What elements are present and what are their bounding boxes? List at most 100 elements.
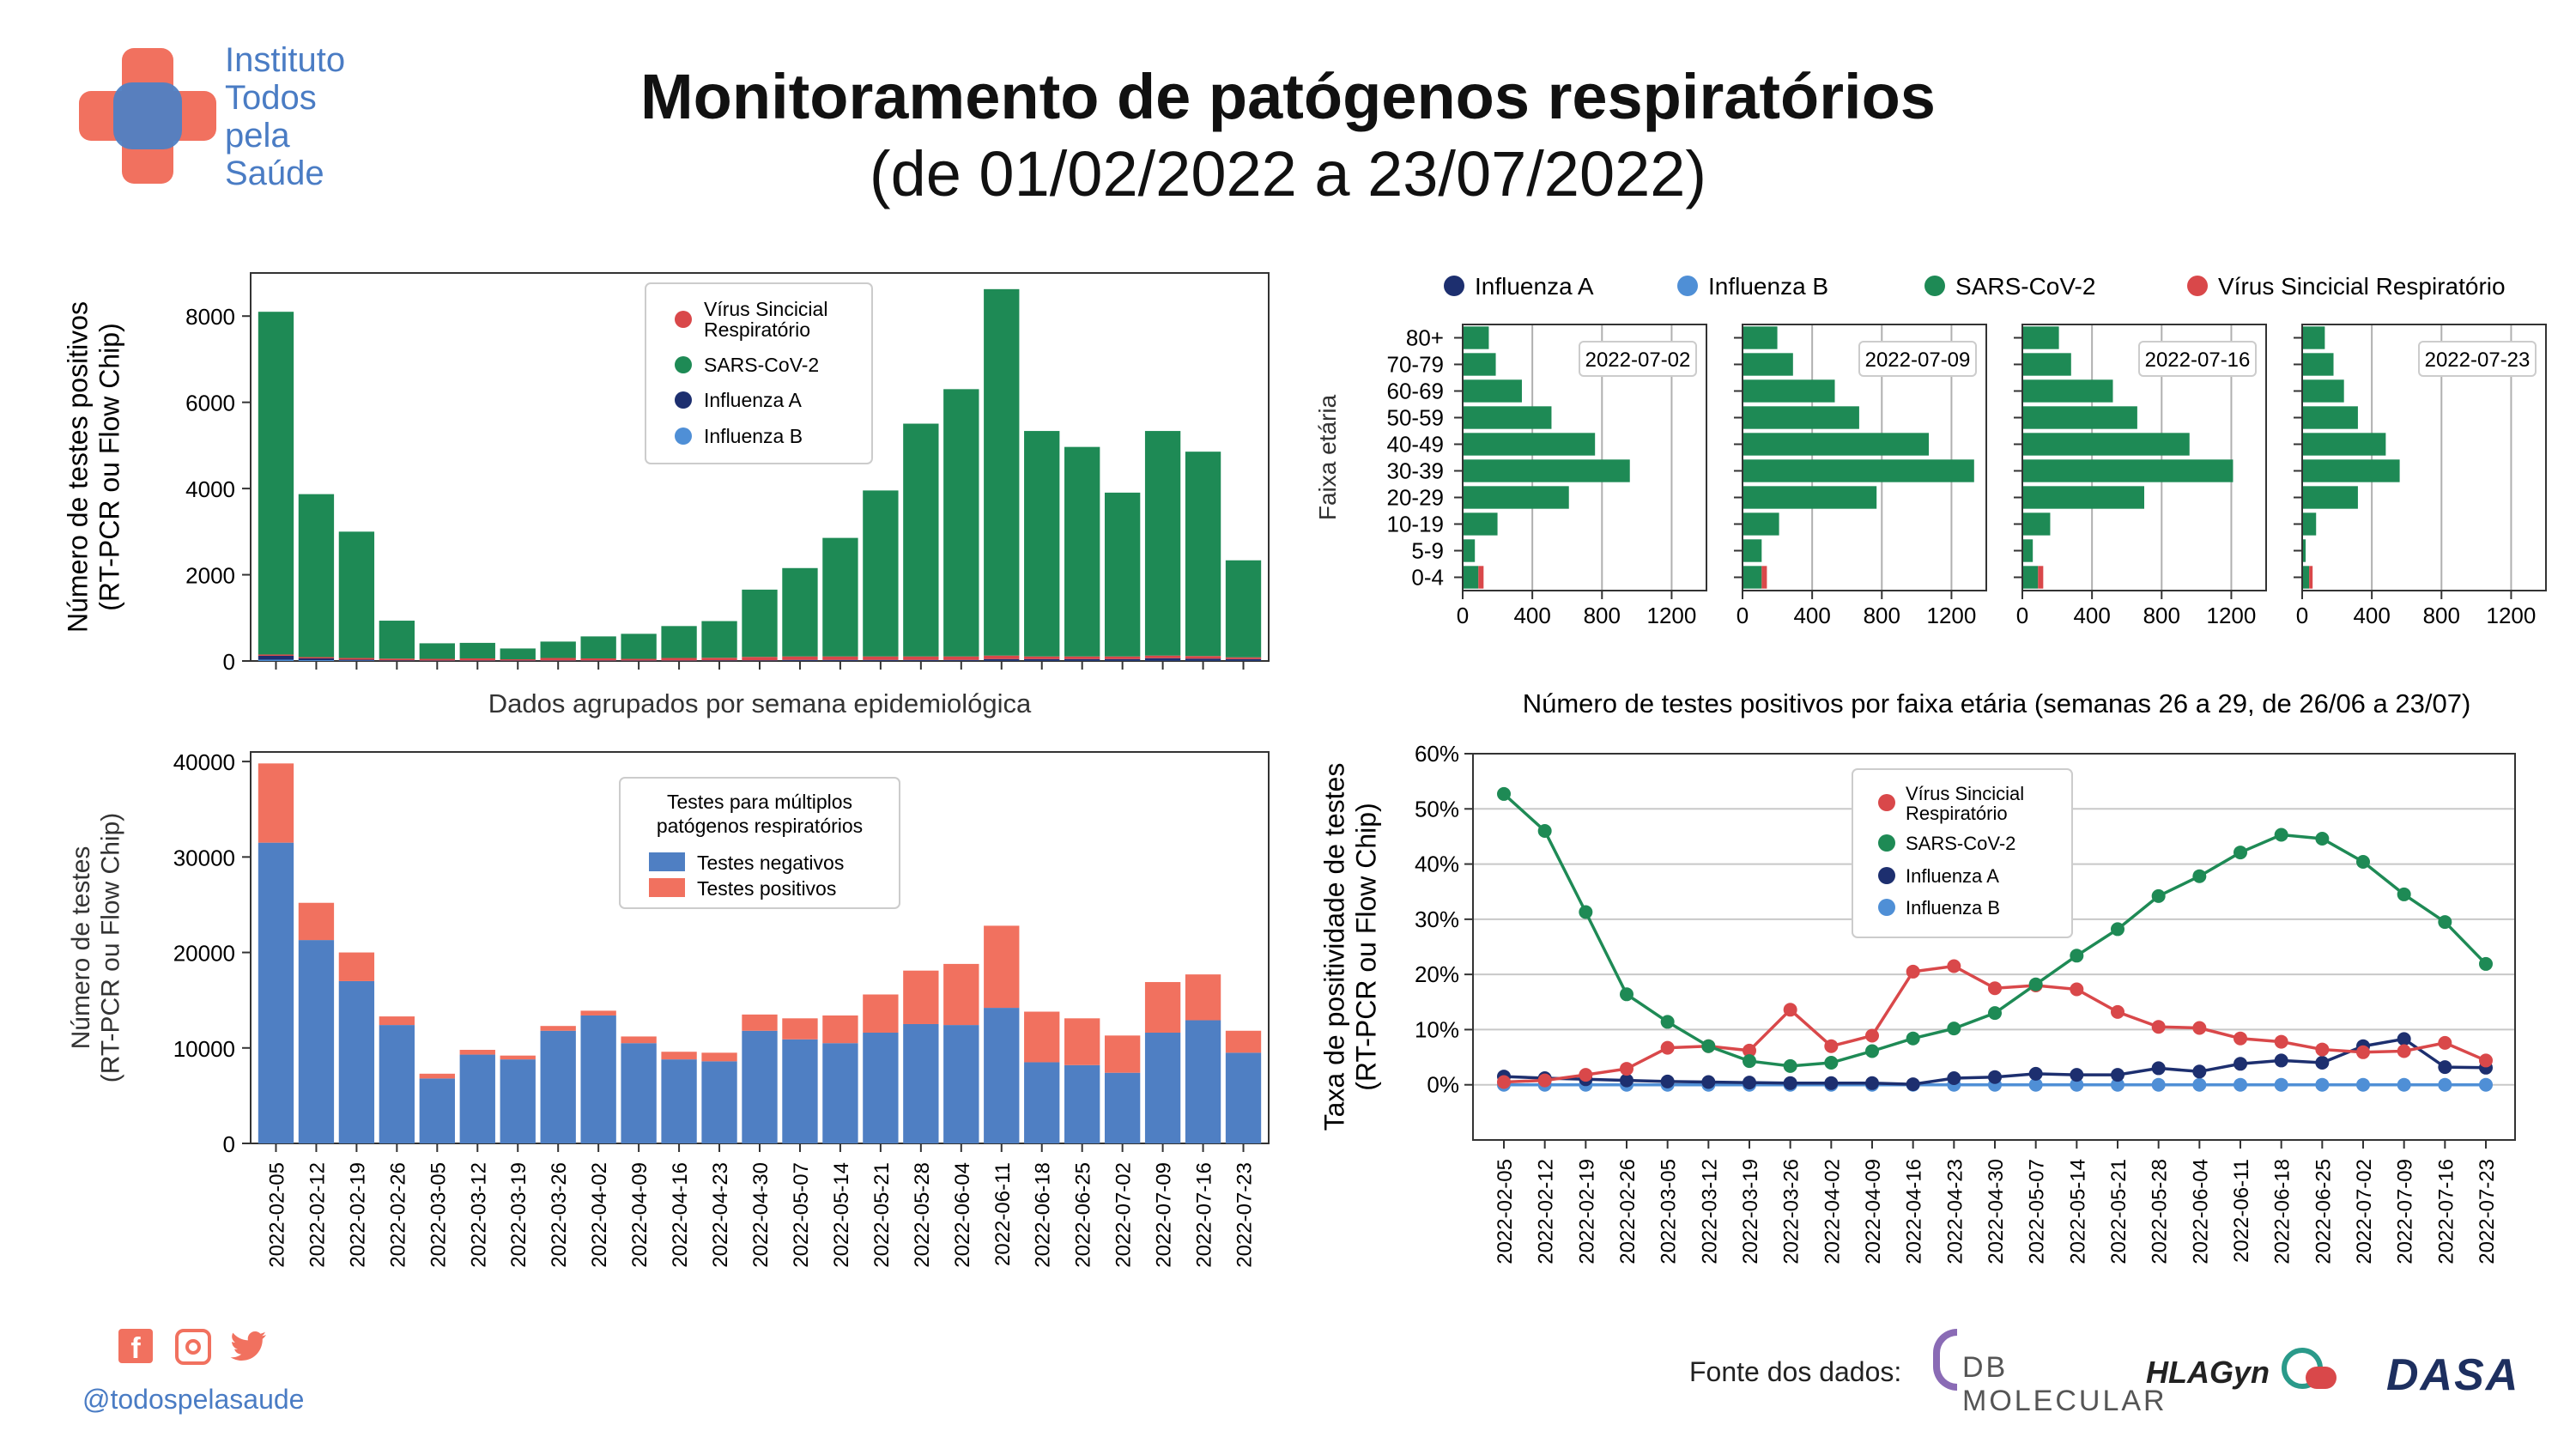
data-point <box>1743 1076 1756 1090</box>
x-tick-label: 2022-07-02 <box>2353 1159 2376 1264</box>
data-point <box>2315 1077 2330 1092</box>
bar-sars-cov-2 <box>2302 539 2306 562</box>
y-tick-label: 50-59 <box>1387 405 1445 431</box>
bar-negative <box>943 1025 979 1143</box>
partner-dasa-logo: DASA <box>2386 1350 2520 1400</box>
data-point <box>1783 1076 1797 1090</box>
data-point <box>1537 1073 1552 1088</box>
bar-influenza-a <box>984 658 1020 661</box>
y-tick-label: 60% <box>1415 741 1459 767</box>
bar-sars-cov-2 <box>1743 326 1778 349</box>
social-handle[interactable]: @todospelasaude <box>82 1384 305 1415</box>
x-tick-label: 2022-07-23 <box>2476 1159 2499 1264</box>
legend-marker <box>675 427 692 445</box>
x-tick-label: 2022-02-26 <box>386 1162 409 1268</box>
y-tick-label: 30000 <box>173 845 235 870</box>
bar-negative <box>1104 1072 1141 1143</box>
bar-negative <box>379 1025 415 1143</box>
bar-v-rus-sincicial-respirat-rio <box>1225 657 1262 659</box>
data-point <box>1660 1074 1675 1088</box>
data-point <box>1906 964 1920 979</box>
bar-v-rus-sincicial-respirat-rio <box>298 657 335 658</box>
data-point <box>1537 824 1552 838</box>
week-label-box <box>2138 341 2257 377</box>
bar-v-rus-sincicial-respirat-rio <box>1064 656 1100 659</box>
legend-marker <box>675 356 692 373</box>
bar-negative <box>701 1061 737 1143</box>
bar-positive <box>984 925 1020 1009</box>
bar-sars-cov-2 <box>1463 433 1596 456</box>
data-point <box>1743 1054 1756 1069</box>
partner-hlagyn-logo: HLAGyn <box>2146 1348 2352 1408</box>
x-tick-label: 2022-02-12 <box>1535 1159 1558 1264</box>
data-point <box>2028 1066 2043 1081</box>
bar-sars-cov-2 <box>2302 512 2317 536</box>
x-tick-label: 2022-04-23 <box>1943 1159 1967 1264</box>
x-tick-label: 2022-02-19 <box>1575 1159 1598 1264</box>
bar-positive <box>459 1050 495 1055</box>
bar-sars-cov-2 <box>822 537 858 657</box>
y-tick-label: 50% <box>1415 796 1459 822</box>
y-tick-label: 60-69 <box>1387 379 1445 404</box>
data-point <box>2111 1004 2124 1019</box>
x-tick-label: 800 <box>2143 603 2180 628</box>
bar-influenza-a <box>701 660 737 661</box>
y-tick-label: 30-39 <box>1387 458 1445 484</box>
legend-marker <box>1444 276 1464 296</box>
bar-influenza-a <box>1104 658 1141 661</box>
y-axis-label: Taxa de positividade de testes(RT-PCR ou… <box>1319 763 1382 1131</box>
bar-influenza-a <box>379 660 415 661</box>
legend-marker <box>675 311 692 328</box>
bar-positive <box>258 763 294 843</box>
bar-sars-cov-2 <box>2022 353 2071 376</box>
bar-sars-cov-2 <box>1463 406 1552 429</box>
bar-influenza-a <box>1024 658 1060 661</box>
bar-influenza-a <box>903 659 939 661</box>
bar-influenza-a <box>742 660 778 661</box>
data-point <box>2397 1032 2411 1046</box>
plot-frame <box>2301 324 2547 591</box>
bar-negative <box>258 842 294 1143</box>
x-tick-label: 2022-05-28 <box>911 1162 934 1268</box>
legend-marker <box>1878 899 1895 916</box>
legend-label: Influenza B <box>1906 897 2000 919</box>
bar-sars-cov-2 <box>661 626 697 658</box>
x-tick-label: 0 <box>2296 603 2308 628</box>
bar-sars-cov-2 <box>2022 433 2190 456</box>
data-point <box>1783 1058 1797 1073</box>
x-tick-label: 2022-07-09 <box>1153 1162 1176 1268</box>
legend-label: Influenza B <box>1708 273 1828 300</box>
legend-label: Influenza A <box>704 389 802 411</box>
week-label: 2022-07-23 <box>2425 349 2531 372</box>
data-point <box>2192 1064 2207 1079</box>
x-tick-label: 2022-04-30 <box>749 1162 773 1268</box>
x-tick-label: 1200 <box>1647 603 1697 628</box>
bar-positive <box>661 1052 697 1060</box>
twitter-icon[interactable] <box>230 1331 268 1363</box>
data-point <box>2192 1077 2207 1092</box>
bar-positive <box>540 1026 576 1031</box>
legend-marker <box>1878 794 1895 811</box>
bar-sars-cov-2 <box>1463 539 1476 562</box>
data-point <box>2315 1056 2330 1070</box>
data-point <box>1865 1028 1879 1043</box>
x-tick-label: 2022-07-02 <box>1112 1162 1136 1268</box>
x-tick-label: 2022-06-18 <box>2271 1159 2294 1264</box>
x-tick-label: 2022-06-25 <box>1072 1162 1095 1268</box>
x-tick-label: 2022-05-21 <box>870 1162 894 1268</box>
y-tick-label: 10% <box>1415 1016 1459 1042</box>
x-tick-label: 2022-02-12 <box>306 1162 329 1268</box>
x-tick-label: 2022-04-09 <box>1862 1159 1885 1264</box>
x-tick-label: 2022-04-16 <box>669 1162 692 1268</box>
bar-sars-cov-2 <box>903 423 939 657</box>
bar-v-rus-sincicial-respirat-rio <box>379 658 415 661</box>
x-tick-label: 2022-07-23 <box>1233 1162 1257 1268</box>
facebook-icon[interactable]: f <box>118 1329 153 1365</box>
bar-influenza-a <box>298 658 335 660</box>
instagram-icon[interactable] <box>175 1329 211 1365</box>
bar-negative <box>338 980 375 1143</box>
data-point <box>1620 1062 1633 1076</box>
week-label-box <box>1579 341 1697 377</box>
legend-marker <box>2187 276 2208 296</box>
data-point <box>1620 987 1633 1002</box>
